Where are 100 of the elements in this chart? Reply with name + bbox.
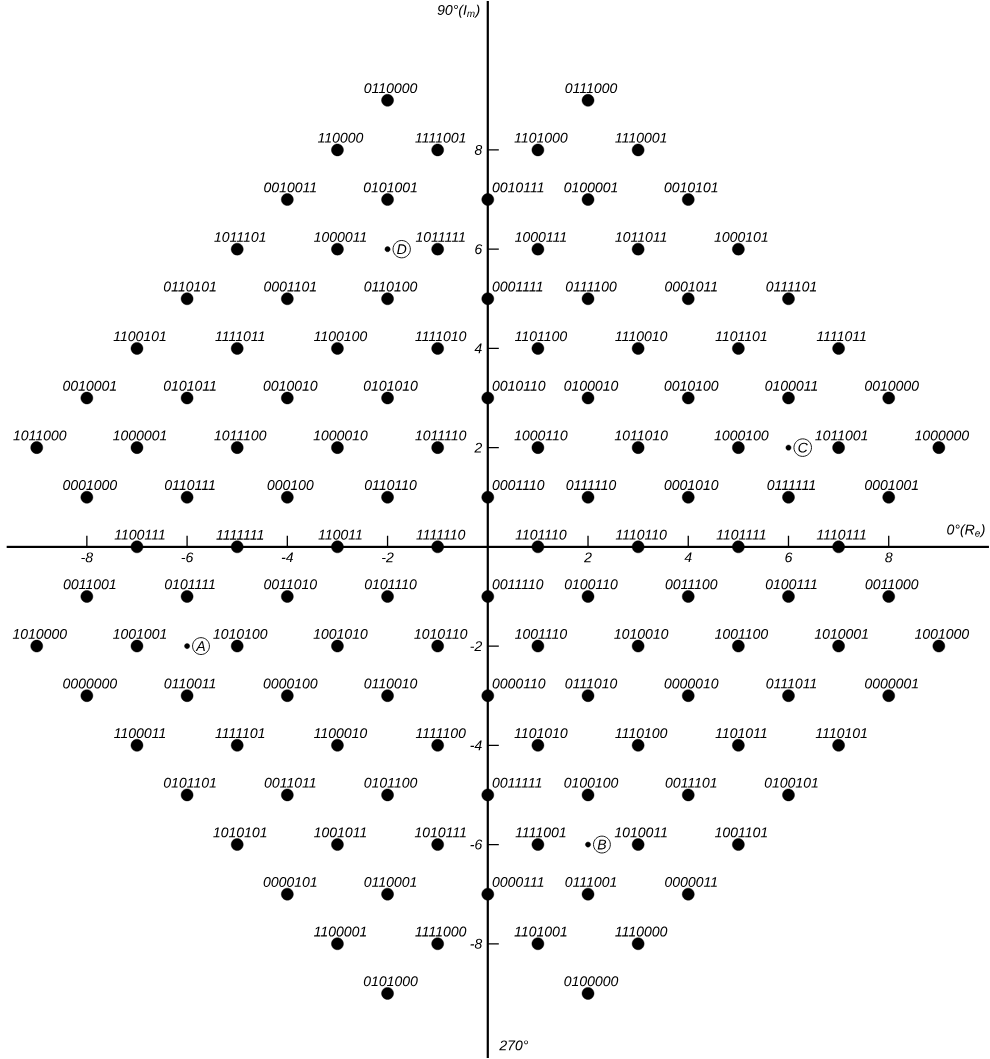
y-tick-label: 2	[474, 442, 483, 453]
y-axis-title: 90°(I$_{m}$)	[437, 4, 480, 18]
annotation: 0111001	[565, 877, 617, 887]
annotation: 000100	[267, 480, 314, 491]
annotation: 0011111	[492, 777, 542, 788]
annotation: 1010000	[12, 628, 67, 639]
annotation: 1011101	[214, 232, 266, 242]
annotation: 0011011	[264, 777, 316, 788]
annotation: 0101000	[363, 976, 418, 987]
annotation: 1010101	[213, 827, 267, 838]
annotation: 0000010	[664, 678, 719, 689]
annotation: 1000110	[514, 430, 568, 441]
annotation: 0000110	[492, 678, 546, 689]
annotation: 1100010	[314, 728, 368, 739]
x-tick-label: -6	[181, 552, 194, 563]
annotation: 1001010	[313, 628, 368, 639]
annotation: 0110100	[364, 281, 418, 292]
annotation: 0001010	[664, 480, 719, 491]
y-tick-label: -2	[470, 641, 483, 651]
annotation: 0010010	[263, 380, 318, 391]
x-tick-label: 2	[584, 552, 592, 563]
point	[184, 643, 190, 649]
annotation: 0010000	[865, 380, 919, 391]
annotation: 1001000	[914, 628, 970, 639]
x-tick-label: -8	[81, 552, 93, 563]
x-tick-label: 4	[684, 552, 692, 563]
annotation: 0011001	[63, 579, 116, 590]
annotation: 0001011	[665, 281, 717, 292]
annotation: 1111111	[216, 529, 264, 540]
annotation: 1010111	[414, 827, 466, 838]
annotation: 0101110	[364, 579, 417, 590]
annotation: 0010011	[264, 182, 316, 193]
annotation: 1110100	[615, 728, 668, 739]
annotation: 0000011	[665, 877, 717, 887]
annotation: 1001011	[314, 827, 367, 838]
annotation: 0101101	[163, 777, 216, 788]
annotation: 1101010	[514, 728, 568, 739]
annotation: 1000001	[113, 430, 167, 441]
annotation: 1011100	[214, 430, 267, 441]
annotation: 1100101	[113, 331, 166, 342]
annotation: 0110011	[164, 678, 216, 689]
annotation: 1010110	[414, 628, 468, 639]
annotation: 0011000	[865, 579, 919, 590]
annotation: 1000011	[314, 232, 367, 242]
annotation: 0101010	[363, 380, 418, 391]
annotation: 0001001	[865, 480, 918, 491]
annotation: 1101111	[716, 529, 766, 540]
annotation: 0111110	[566, 480, 617, 491]
annotation: 1101000	[514, 132, 568, 143]
point	[785, 444, 792, 451]
x-tick-label: -2	[382, 552, 394, 563]
annotation: 1010001	[814, 628, 868, 639]
annotation: 0010111	[492, 182, 544, 193]
annotation: 1111001	[515, 827, 566, 838]
annotation: 0110101	[163, 281, 216, 292]
annotation: 1010100	[213, 628, 268, 639]
annotation: 0010100	[664, 380, 719, 391]
annotation: 1000000	[914, 430, 970, 441]
annotation: 0101011	[163, 380, 216, 391]
annotation: 1110110	[615, 529, 667, 540]
x-axis-title: 0°(R$_{e}$)	[947, 524, 985, 538]
annotation: 0000001	[865, 678, 918, 689]
annotation: 0100100	[564, 777, 619, 788]
annotation: 0011101	[665, 777, 717, 788]
annotation: 0100000	[564, 976, 619, 987]
annotation: 0001111	[492, 281, 543, 292]
annotation: 1111101	[215, 728, 265, 739]
annotation: 0111000	[565, 83, 618, 94]
annotation: 1110010	[615, 331, 668, 342]
annotation: 0100111	[765, 579, 817, 590]
annotation: 0110110	[364, 480, 417, 491]
y-tick-label: -6	[470, 839, 483, 850]
annotation: 0110010	[364, 678, 418, 689]
annotation: 1010011	[614, 827, 667, 838]
annotation: 0011110	[492, 579, 544, 590]
annotation: 0000100	[263, 678, 318, 689]
annotation: 0111101	[766, 281, 817, 292]
annotation: 1001100	[714, 628, 769, 639]
annotation: 1111011	[816, 331, 866, 342]
annotation: 0111111	[767, 480, 815, 491]
annotation: 0000000	[63, 678, 118, 689]
annotation: 0011100	[665, 579, 718, 590]
y-tick-label: -4	[470, 740, 482, 751]
annotation: 1100111	[114, 529, 165, 540]
annotation: 1011001	[815, 430, 868, 441]
annotation: 1110111	[816, 529, 866, 540]
annotation: 0110000	[364, 83, 418, 94]
annotation: 0101111	[164, 579, 215, 590]
annotation: 1000111	[514, 232, 566, 242]
annotation: 1011000	[13, 430, 67, 441]
annotation: 270°	[499, 1040, 529, 1051]
annotation: 1100100	[314, 331, 368, 342]
annotation: 1111011	[215, 331, 265, 342]
annotation: 0000111	[492, 877, 544, 887]
annotation: 1000100	[714, 430, 769, 441]
annotation: 0000101	[263, 877, 317, 887]
annotation: 1101001	[514, 926, 567, 937]
annotation: 0110001	[364, 877, 417, 887]
annotation: 1001001	[113, 628, 167, 639]
annotation: 1011110	[415, 430, 467, 441]
